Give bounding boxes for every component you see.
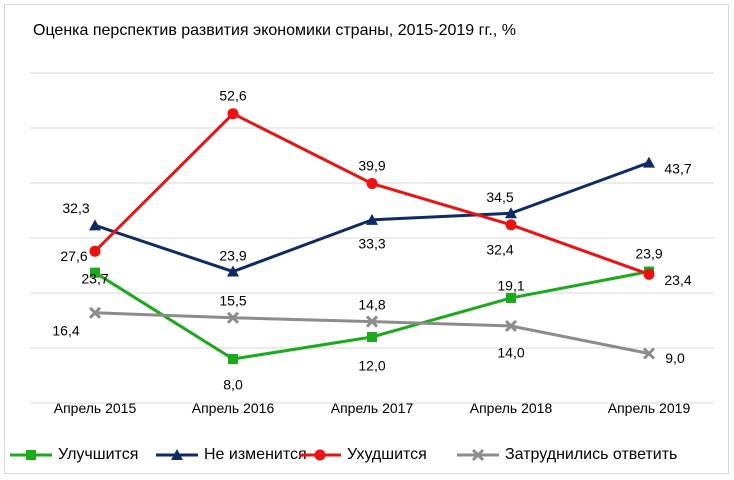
chart-title: Оценка перспектив развития экономики стр…	[33, 22, 516, 39]
x-tick-label: Апрель 2019	[608, 400, 691, 416]
data-label: 23,4	[664, 272, 691, 288]
legend-unchanged-label: Не изменится	[204, 446, 307, 463]
series-worsen-point	[366, 178, 378, 190]
legend-worsen: Ухудшится	[297, 438, 427, 472]
series-undecided-point	[642, 347, 656, 360]
data-label: 32,4	[486, 242, 513, 258]
series-unchanged-point	[89, 219, 101, 231]
data-label: 39,9	[358, 157, 385, 173]
chart-legend: Улучшится Не изменится Ухудшится Затруднили…	[0, 438, 734, 472]
data-label: 33,3	[358, 236, 385, 252]
legend-unchanged-swatch	[156, 449, 198, 460]
data-label: 15,5	[219, 292, 246, 308]
x-tick-label: Апрель 2017	[331, 400, 414, 416]
series-undecided-point	[365, 315, 379, 328]
data-label: 12,0	[358, 358, 385, 374]
x-tick-label: Апрель 2018	[470, 400, 553, 416]
series-worsen-point	[89, 245, 101, 257]
legend-unchanged-marker	[171, 449, 183, 460]
data-label: 34,5	[486, 189, 513, 205]
data-label: 52,6	[219, 87, 246, 103]
series-worsen-point	[227, 108, 239, 120]
legend-worsen-swatch	[299, 449, 341, 461]
series-improve-point	[367, 332, 377, 342]
series-unchanged-point	[643, 156, 655, 168]
legend-undecided-marker	[471, 448, 485, 462]
series-improve-point	[228, 354, 238, 364]
legend-improve-swatch	[10, 450, 52, 460]
legend-worsen-marker	[314, 449, 326, 461]
data-label: 23,9	[635, 245, 662, 261]
legend-improve: Улучшится	[8, 438, 138, 472]
series-unchanged-point	[366, 213, 378, 225]
data-label: 14,0	[497, 345, 524, 361]
data-label: 9,0	[665, 350, 685, 366]
data-label: 16,4	[52, 323, 79, 339]
data-label: 23,9	[219, 247, 246, 263]
data-label: 27,6	[60, 248, 87, 264]
series-unchanged-point	[505, 207, 517, 219]
legend-improve-label: Улучшится	[58, 446, 139, 463]
x-tick-label: Апрель 2015	[54, 400, 137, 416]
data-label: 32,3	[62, 200, 89, 216]
data-label: 19,1	[497, 278, 524, 294]
legend-unchanged: Не изменится	[154, 438, 307, 472]
data-label: 43,7	[664, 160, 691, 176]
series-unchanged-point	[227, 265, 239, 277]
series-undecided-point	[88, 306, 102, 319]
series-worsen-point	[505, 219, 517, 231]
x-tick-label: Апрель 2016	[192, 400, 275, 416]
data-label: 8,0	[223, 377, 243, 393]
legend-worsen-label: Ухудшится	[347, 446, 427, 463]
series-worsen-point	[643, 268, 655, 280]
data-label: 23,7	[81, 270, 108, 286]
series-improve-point	[90, 267, 100, 278]
data-label: 14,8	[358, 296, 385, 312]
line-chart: Апрель 2015 Апрель 2016 Апрель 2017 Апрель …	[30, 72, 714, 416]
legend-undecided-label: Затруднились ответить	[505, 446, 678, 463]
series-undecided-point	[504, 319, 518, 333]
legend-improve-marker	[26, 450, 36, 460]
series-improve-point	[506, 292, 516, 303]
legend-undecided-swatch	[457, 448, 499, 462]
series-undecided-point	[226, 311, 240, 324]
chart-frame	[4, 4, 729, 474]
legend-undecided: Затруднились ответить	[455, 438, 677, 472]
